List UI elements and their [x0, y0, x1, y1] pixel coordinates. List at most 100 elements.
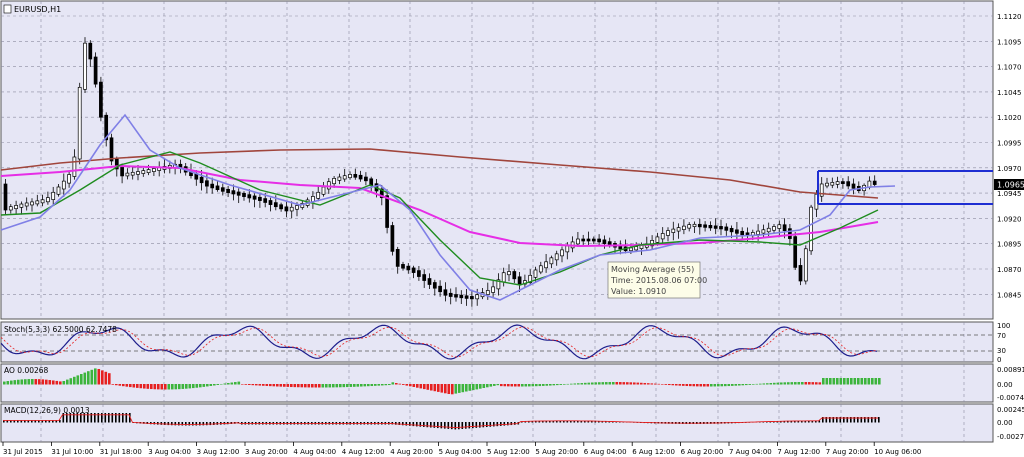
stoch-signal-line [0, 326, 878, 358]
ao-bar [52, 380, 55, 385]
candle-body [56, 186, 61, 195]
candle-body [395, 249, 400, 267]
candle-body [432, 282, 437, 289]
ao-bar [615, 382, 619, 385]
macd-bar [416, 422, 418, 427]
ao-bar [360, 384, 363, 387]
macd-bar [580, 420, 583, 423]
ao-bar [115, 384, 118, 386]
candle-body [427, 278, 432, 285]
macd-bar [34, 420, 37, 423]
macd-bar [129, 413, 131, 423]
macd-bar [853, 417, 856, 423]
time-axis-label: 3 Aug 12:00 [197, 448, 240, 456]
macd-bar [601, 421, 604, 423]
ao-bar [773, 382, 776, 385]
ao-bar [608, 382, 612, 385]
macd-bar [402, 422, 404, 426]
macd-bar [192, 422, 194, 426]
ao-bar [6, 381, 10, 385]
ao-bar [605, 382, 608, 385]
candle-body [109, 137, 114, 162]
ao-bar [598, 382, 601, 385]
ao-bar [682, 384, 685, 386]
ao-bar [451, 384, 454, 395]
ao-bar [339, 384, 342, 388]
macd-bar [6, 420, 9, 423]
macd-bar [419, 422, 422, 427]
ao-bar [657, 383, 661, 385]
ao-bar [458, 384, 461, 393]
ao-bar [188, 384, 192, 389]
macd-bar [178, 422, 180, 426]
stoch-axis-100: 100 [997, 322, 1010, 330]
ao-bar [241, 384, 244, 385]
macd-bar [206, 422, 208, 426]
candle-body [130, 171, 135, 176]
ao-bar [332, 384, 335, 388]
ao-bar [76, 375, 80, 385]
ao-bar [342, 384, 346, 388]
ao-bar [377, 384, 381, 386]
candle-body [708, 225, 713, 229]
macd-bar [48, 420, 51, 423]
ao-bar [507, 384, 510, 387]
ao-bar [367, 384, 370, 387]
macd-bar [587, 420, 590, 423]
macd-bar [556, 420, 558, 423]
macd-bar [605, 421, 607, 423]
candle-body [242, 192, 246, 197]
candle-body [576, 238, 580, 245]
macd-bar [846, 417, 849, 423]
macd-bar [822, 417, 824, 423]
macd-bar [101, 413, 103, 423]
ao-bar [797, 382, 801, 385]
time-axis-label: 31 Jul 2015 [3, 448, 43, 456]
macd-bar [66, 413, 68, 423]
ao-bar [97, 369, 101, 385]
macd-bar [115, 413, 117, 423]
macd-bar [454, 422, 457, 430]
ao-bar [696, 384, 699, 387]
time-axis-label: 6 Aug 12:00 [632, 448, 675, 456]
macd-bar [52, 420, 54, 423]
macd-bar [843, 417, 845, 423]
ao-bar [300, 384, 304, 388]
ao-bar [111, 384, 115, 385]
candle-body [538, 265, 543, 273]
candle-body [438, 285, 442, 293]
macd-bar [559, 420, 562, 423]
ao-bar [787, 382, 790, 385]
price-axis-label: 1.0995 [997, 140, 1022, 148]
macd-bar [815, 420, 817, 423]
candle-body [316, 191, 321, 199]
macd-bar [475, 422, 478, 428]
candle-body [93, 56, 98, 85]
macd-bar [542, 420, 544, 423]
ao-bar [514, 384, 517, 387]
ao-bar [584, 382, 587, 385]
ao-bar [101, 370, 104, 385]
macd-bar [524, 421, 527, 423]
time-axis-label: 4 Aug 12:00 [342, 448, 385, 456]
candle-body [358, 174, 363, 180]
macd-signal-line [3, 414, 878, 429]
ao-bar [766, 383, 769, 385]
ao-bar [125, 384, 129, 387]
ao-bar [675, 384, 678, 386]
ao-bar [374, 384, 377, 386]
ao-bar [601, 382, 605, 385]
stochastic-panel[interactable] [0, 321, 994, 363]
candle-body [146, 169, 151, 173]
ao-bar [734, 384, 738, 386]
ao-bar [272, 384, 276, 387]
candle-body [756, 230, 760, 235]
ao-bar [398, 383, 402, 385]
ao-bar [846, 378, 850, 385]
moving-averages [0, 113, 896, 301]
macd-bar [80, 413, 82, 423]
macd-bar [811, 420, 814, 423]
ao-label: AO 0.00268 [4, 366, 49, 375]
macd-bar [549, 420, 551, 423]
